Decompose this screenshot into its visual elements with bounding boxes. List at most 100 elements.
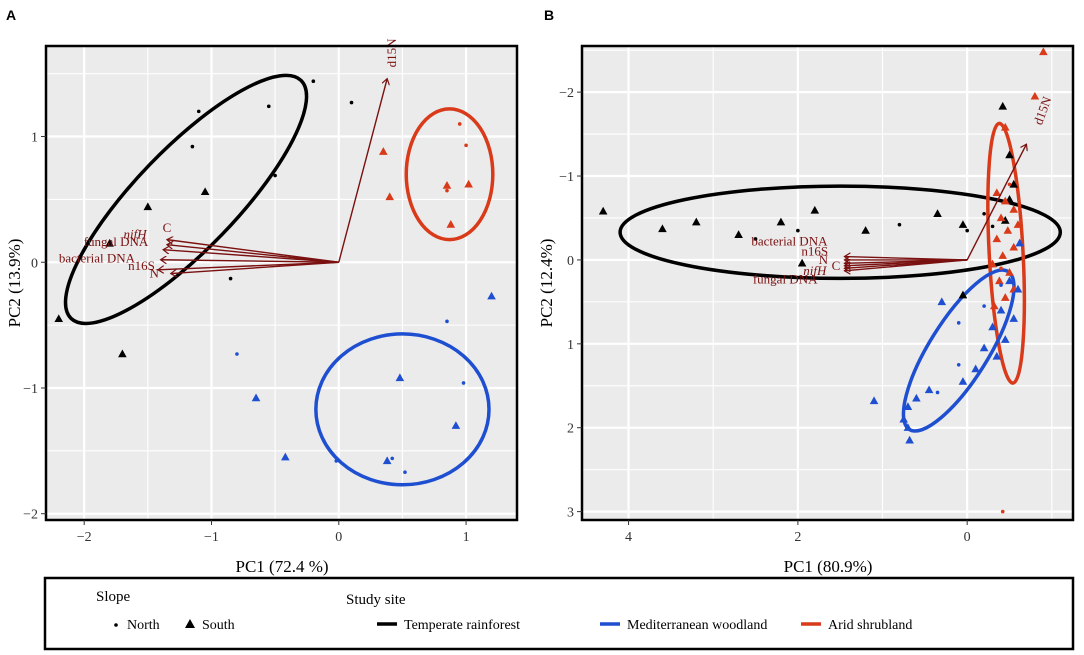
data-point-south-mediterranean <box>937 297 947 306</box>
x-tick-label: 0 <box>335 530 342 545</box>
y-tick-label: −1 <box>23 382 38 397</box>
data-point-south-temperate <box>734 230 743 238</box>
data-point-south-temperate <box>54 314 64 323</box>
data-point-south-mediterranean <box>1013 284 1023 293</box>
data-point-north-mediterranean <box>403 470 407 475</box>
data-point-south-temperate <box>797 258 807 267</box>
legend-north-marker <box>114 623 118 627</box>
legend-temperate-label: Temperate rainforest <box>404 618 520 633</box>
y-tick-label: 0 <box>567 254 574 269</box>
loading-label-nifh: nifH <box>124 226 148 241</box>
data-point-north-arid <box>999 266 1003 271</box>
data-point-south-arid <box>992 234 1002 243</box>
data-point-north-mediterranean <box>235 352 239 356</box>
x-tick-label: −2 <box>77 530 92 545</box>
data-point-south-mediterranean <box>1000 335 1010 343</box>
x-tick-label: −1 <box>204 530 219 545</box>
data-point-north-temperate <box>965 228 969 233</box>
data-point-south-temperate <box>958 220 968 228</box>
data-point-south-arid <box>995 276 1004 285</box>
data-point-south-mediterranean <box>958 377 968 385</box>
data-point-north-mediterranean <box>390 456 395 461</box>
loading-arrow-d15n <box>966 144 1026 261</box>
loading-label-fungal-dna: fungal DNA <box>753 271 818 286</box>
points-a <box>54 79 496 475</box>
data-point-south-arid <box>1000 122 1010 131</box>
data-point-south-arid <box>988 259 997 268</box>
loading-label-n: N <box>819 252 829 267</box>
panel-a-label: A <box>6 7 16 23</box>
data-point-north-temperate <box>266 104 271 109</box>
data-point-south-temperate <box>933 209 942 217</box>
y-tick-label: −2 <box>559 86 574 101</box>
x-tick-label: 1 <box>463 530 470 545</box>
data-point-south-arid <box>1003 226 1013 234</box>
panel-b-label: B <box>544 7 554 23</box>
data-point-south-mediterranean <box>903 423 913 431</box>
data-point-south-mediterranean <box>395 373 405 382</box>
data-point-south-arid <box>998 251 1008 259</box>
data-point-south-mediterranean <box>1015 238 1024 247</box>
ellipse-temperate-a <box>63 73 309 326</box>
loading-label-n16s: n16S <box>801 244 828 259</box>
data-point-south-mediterranean <box>281 452 290 461</box>
points-b <box>598 47 1048 514</box>
data-point-south-arid <box>385 192 395 201</box>
data-point-south-arid <box>446 220 456 228</box>
data-point-north-temperate <box>753 237 758 241</box>
data-point-north-arid <box>457 122 462 126</box>
data-point-south-arid <box>992 188 1002 197</box>
data-point-south-mediterranean <box>451 421 461 429</box>
loading-arrow-nifh <box>167 245 339 263</box>
ellipse-arid-a <box>404 107 495 242</box>
loading-arrow-fungal-dna <box>163 250 339 263</box>
data-point-south-mediterranean <box>996 305 1006 314</box>
data-point-south-temperate <box>143 202 153 211</box>
y-tick-label: 3 <box>567 506 574 521</box>
data-point-north-temperate <box>982 211 986 216</box>
data-point-south-temperate <box>861 226 870 234</box>
data-point-south-arid <box>1000 196 1010 205</box>
panel-border-a <box>44 44 519 522</box>
data-point-north-mediterranean <box>999 283 1003 287</box>
legend-south-label: South <box>202 618 235 633</box>
data-point-south-mediterranean <box>869 396 879 405</box>
ellipse-mediterranean-a <box>314 332 491 487</box>
data-point-south-mediterranean <box>988 322 997 331</box>
y-axis-title-a: PC2 (13.9%) <box>5 239 24 328</box>
data-point-north-temperate <box>273 173 277 178</box>
data-point-north-temperate <box>311 79 316 84</box>
data-point-south-mediterranean <box>1009 314 1019 322</box>
loading-arrow-bacterial-dna <box>844 257 968 260</box>
data-point-north-temperate <box>196 109 201 114</box>
data-point-south-temperate <box>658 224 667 233</box>
data-point-south-arid <box>1039 47 1048 56</box>
legend-slope-title: Slope <box>96 589 131 605</box>
data-point-south-arid <box>1009 205 1019 213</box>
data-point-north-mediterranean <box>334 459 339 463</box>
data-point-south-arid <box>379 147 388 155</box>
loading-arrow-n <box>171 261 339 273</box>
panel-border-b <box>580 44 1075 522</box>
data-point-north-temperate <box>897 222 902 227</box>
data-point-north-temperate <box>796 228 800 233</box>
data-point-south-temperate <box>776 217 786 226</box>
loading-arrow-n16s <box>158 261 339 270</box>
data-point-north-arid <box>464 143 468 148</box>
legend-north-label: North <box>127 618 160 633</box>
x-tick-label: 4 <box>625 530 632 545</box>
data-point-south-temperate <box>1009 179 1019 188</box>
loading-label-n16s: n16S <box>128 258 155 273</box>
data-point-north-mediterranean <box>461 381 466 385</box>
gridlines-a <box>46 46 517 520</box>
data-point-south-mediterranean <box>992 351 1002 360</box>
data-point-south-arid <box>1030 91 1040 100</box>
data-point-south-temperate <box>1005 150 1014 159</box>
data-point-south-mediterranean <box>924 385 934 394</box>
y-tick-label: 2 <box>567 422 574 437</box>
data-point-north-mediterranean <box>982 304 986 308</box>
loading-label-d15n: d15N <box>384 38 399 68</box>
data-point-south-arid <box>464 179 473 188</box>
